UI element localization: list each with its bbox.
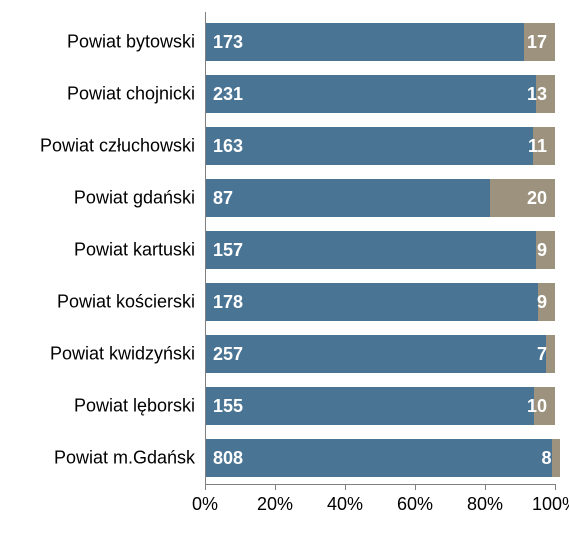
- x-tick: [345, 484, 346, 490]
- bar-segment-b: 20: [490, 179, 555, 217]
- bar-segment-a: 173: [205, 23, 524, 61]
- value-label-a: 87: [213, 188, 233, 209]
- category-label: Powiat lęborski: [74, 396, 205, 417]
- x-tick: [275, 484, 276, 490]
- bar-row: Powiat gdański8720: [205, 179, 555, 217]
- value-label-a: 157: [213, 240, 243, 261]
- x-tick: [415, 484, 416, 490]
- stacked-bar-chart: Powiat bytowski 173 17 Powiat chojnicki 231 1…: [0, 0, 569, 537]
- bar-row: Powiat lęborski15510: [205, 387, 555, 425]
- value-label-b: 13: [527, 84, 547, 105]
- value-label-a: 231: [213, 84, 243, 105]
- value-label-b: 9: [537, 292, 547, 313]
- category-label: Powiat człuchowski: [40, 136, 205, 157]
- value-label-b: 20: [527, 188, 547, 209]
- x-tick-label: 0%: [192, 494, 218, 515]
- category-label: Powiat gdański: [74, 188, 205, 209]
- value-label-a: 155: [213, 396, 243, 417]
- value-label-b: 17: [527, 32, 547, 53]
- bar-track: 173 17: [205, 23, 555, 61]
- value-label-b: 9: [537, 240, 547, 261]
- bar-track: 87 20: [205, 179, 555, 217]
- bar-segment-a: 157: [205, 231, 536, 269]
- bar-track: 257 7: [205, 335, 555, 373]
- bar-segment-a: 178: [205, 283, 538, 321]
- x-tick-label: 100%: [532, 494, 569, 515]
- value-label-b: 8: [541, 448, 551, 469]
- bar-row: Powiat kwidzyński2577: [205, 335, 555, 373]
- bar-segment-a: 155: [205, 387, 534, 425]
- category-label: Powiat kartuski: [74, 240, 205, 261]
- x-tick-label: 60%: [397, 494, 433, 515]
- bar-row: Powiat bytowski17317: [205, 23, 555, 61]
- bar-segment-b: 17: [524, 23, 555, 61]
- bar-row: Powiat m.Gdańsk8088: [205, 439, 555, 477]
- bar-segment-b: 8: [552, 439, 560, 477]
- bar-segment-a: 257: [205, 335, 546, 373]
- x-tick: [205, 484, 206, 490]
- bar-track: 1579: [205, 231, 555, 269]
- value-label-b: 7: [537, 344, 547, 365]
- x-axis: [205, 484, 555, 485]
- x-tick: [555, 484, 556, 490]
- value-label-b: 10: [527, 396, 547, 417]
- x-tick-label: 80%: [467, 494, 503, 515]
- bar-row: Powiat człuchowski16311: [205, 127, 555, 165]
- value-label-a: 173: [213, 32, 243, 53]
- value-label-a: 257: [213, 344, 243, 365]
- x-tick-label: 40%: [327, 494, 363, 515]
- bar-row: Powiat kartuski1579: [205, 231, 555, 269]
- bar-track: 231 13: [205, 75, 555, 113]
- bar-track: 163 11: [205, 127, 555, 165]
- bar-segment-a: 87: [205, 179, 490, 217]
- bar-segment-a: 163: [205, 127, 533, 165]
- value-label-b: 11: [528, 136, 547, 157]
- bar-row: Powiat chojnicki23113: [205, 75, 555, 113]
- category-label: Powiat kwidzyński: [50, 344, 205, 365]
- bar-row: Powiat kościerski1789: [205, 283, 555, 321]
- bar-segment-a: 231: [205, 75, 536, 113]
- value-label-a: 808: [213, 448, 243, 469]
- category-label: Powiat bytowski: [67, 32, 205, 53]
- bar-segment-b: 9: [538, 283, 555, 321]
- category-label: Powiat kościerski: [57, 292, 205, 313]
- bar-segment-b: 7: [546, 335, 555, 373]
- bar-segment-a: 808: [205, 439, 552, 477]
- bar-segment-b: 10: [534, 387, 555, 425]
- bar-segment-b: 13: [536, 75, 555, 113]
- bar-segment-b: 11: [533, 127, 555, 165]
- category-label: Powiat m.Gdańsk: [54, 448, 205, 469]
- x-tick: [485, 484, 486, 490]
- y-axis: [205, 12, 206, 484]
- value-label-a: 178: [213, 292, 243, 313]
- plot-area: Powiat bytowski17317Powiat chojnicki2311…: [205, 12, 555, 482]
- category-label: Powiat chojnicki: [67, 84, 205, 105]
- bar-segment-b: 9: [536, 231, 555, 269]
- x-tick-label: 20%: [257, 494, 293, 515]
- bar-track: 808 8: [205, 439, 555, 477]
- value-label-a: 163: [213, 136, 243, 157]
- bar-track: 1789: [205, 283, 555, 321]
- bar-track: 155 10: [205, 387, 555, 425]
